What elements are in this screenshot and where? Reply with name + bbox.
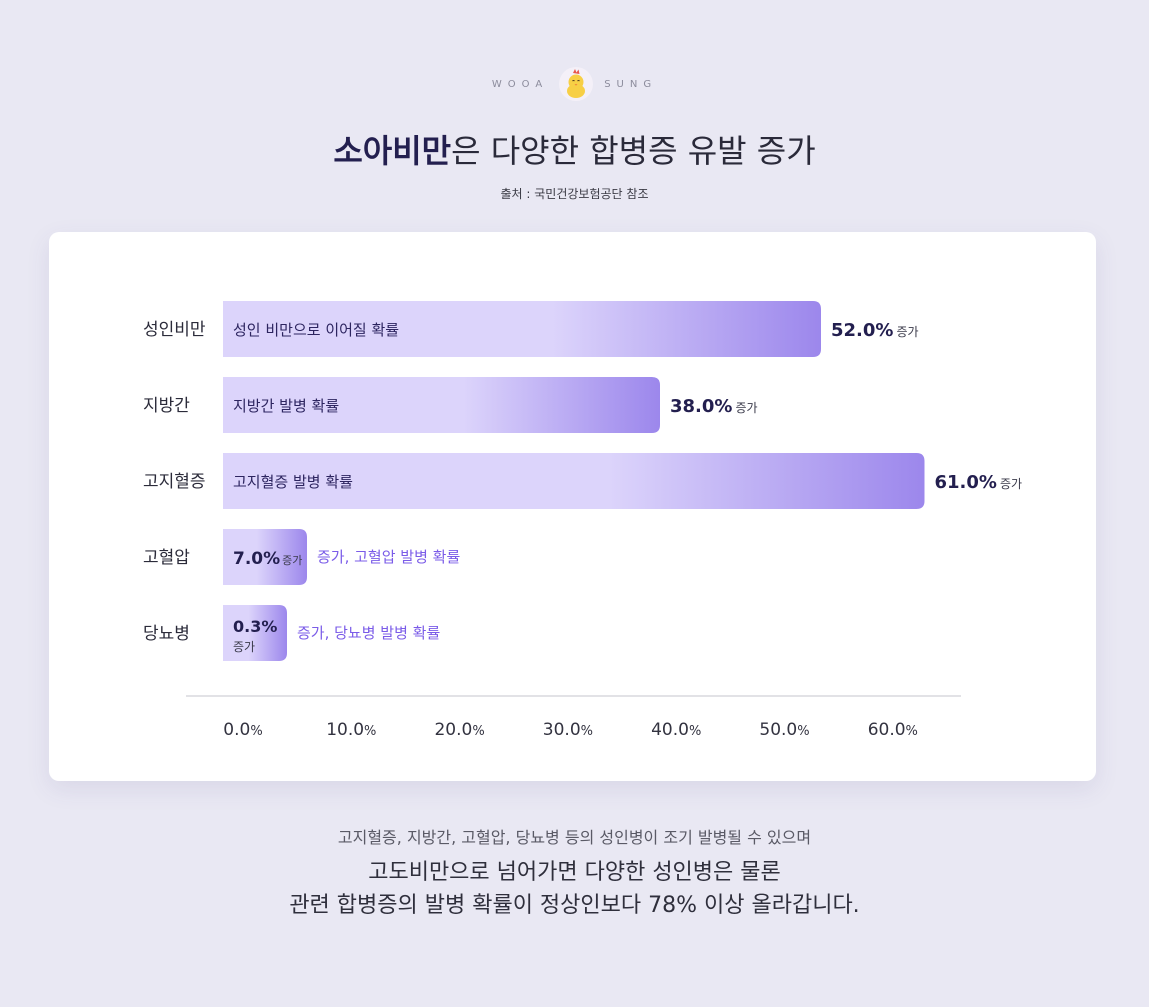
- x-tick-unit: %: [250, 724, 262, 739]
- x-tick-label: 20.0%: [434, 720, 484, 740]
- footer-line-3: 관련 합병증의 발병 확률이 정상인보다 78% 이상 올라갑니다.: [289, 893, 860, 918]
- value-suffix: 증가: [233, 640, 255, 654]
- x-tick-unit: %: [906, 724, 918, 739]
- bar: [223, 605, 287, 661]
- x-tick-label: 40.0%: [651, 720, 701, 740]
- brand-word-right: SUNG: [604, 78, 658, 90]
- category-label: 고혈압: [143, 548, 190, 568]
- page-title: 소아비만은 다양한 합병증 유발 증가: [0, 126, 1149, 172]
- category-label: 지방간: [143, 396, 190, 416]
- value-suffix: 증가: [282, 554, 302, 567]
- brand-header: WOOA SUNG: [0, 64, 1149, 104]
- x-tick-label: 30.0%: [543, 720, 593, 740]
- bar-label: 성인 비만으로 이어질 확률: [233, 321, 399, 339]
- category-label: 고지혈증: [143, 472, 206, 492]
- bar: [223, 529, 307, 585]
- x-tick-unit: %: [581, 724, 593, 739]
- value-number: 61.0%: [935, 472, 997, 493]
- x-tick-number: 0.0: [223, 720, 250, 740]
- category-label: 성인비만: [143, 320, 206, 340]
- x-tick-label: 10.0%: [326, 720, 376, 740]
- chart-card: 성인비만 성인 비만으로 이어질 확률 52.0% 증가 지방간 지방간 발병 확률 38.…: [49, 232, 1096, 781]
- bar-label: 증가, 고혈압 발병 확률: [317, 548, 460, 566]
- brand-word-left: WOOA: [491, 78, 549, 90]
- value-suffix: 증가: [896, 325, 918, 339]
- x-tick-unit: %: [797, 724, 809, 739]
- value-suffix: 증가: [1000, 477, 1022, 491]
- bar-label: 고지혈증 발병 확률: [233, 473, 353, 491]
- bar: [223, 377, 660, 433]
- category-label: 당뇨병: [143, 624, 190, 644]
- value-label: 52.0% 증가: [831, 320, 919, 341]
- page-title-strong: 소아비만: [333, 132, 452, 170]
- x-tick-number: 50.0: [759, 720, 797, 740]
- value-suffix: 증가: [735, 401, 757, 415]
- value-label: 38.0% 증가: [670, 396, 758, 417]
- page-title-rest: 은 다양한 합병증 유발 증가: [451, 132, 816, 170]
- footer-line-2: 고도비만으로 넘어가면 다양한 성인병은 물론: [368, 860, 781, 885]
- bar-label: 증가, 당뇨병 발병 확률: [297, 624, 440, 642]
- source-note: 출처 : 국민건강보험공단 참조: [500, 187, 649, 201]
- x-tick-label: 50.0%: [759, 720, 809, 740]
- chick-mascot-icon: [559, 67, 594, 101]
- x-tick-number: 20.0: [434, 720, 472, 740]
- x-tick-unit: %: [472, 724, 484, 739]
- x-tick-label: 60.0%: [868, 720, 918, 740]
- value-label: 61.0% 증가: [935, 472, 1023, 493]
- value-number: 7.0%: [233, 549, 280, 569]
- x-tick-number: 30.0: [543, 720, 581, 740]
- bar: [223, 453, 925, 509]
- x-tick-number: 40.0: [651, 720, 689, 740]
- x-tick-number: 10.0: [326, 720, 364, 740]
- value-number: 52.0%: [831, 320, 893, 341]
- bar: [223, 301, 821, 357]
- value-label: 0.3%: [233, 617, 277, 636]
- value-number: 38.0%: [670, 396, 732, 417]
- x-tick-number: 60.0: [868, 720, 906, 740]
- x-tick-label: 0.0%: [223, 720, 262, 740]
- footer-line-1: 고지혈증, 지방간, 고혈압, 당뇨병 등의 성인병이 조기 발병될 수 있으며: [337, 828, 812, 847]
- x-tick-unit: %: [689, 724, 701, 739]
- x-tick-unit: %: [364, 724, 376, 739]
- value-label: 7.0% 증가: [233, 549, 302, 569]
- bar-label: 지방간 발병 확률: [233, 397, 339, 415]
